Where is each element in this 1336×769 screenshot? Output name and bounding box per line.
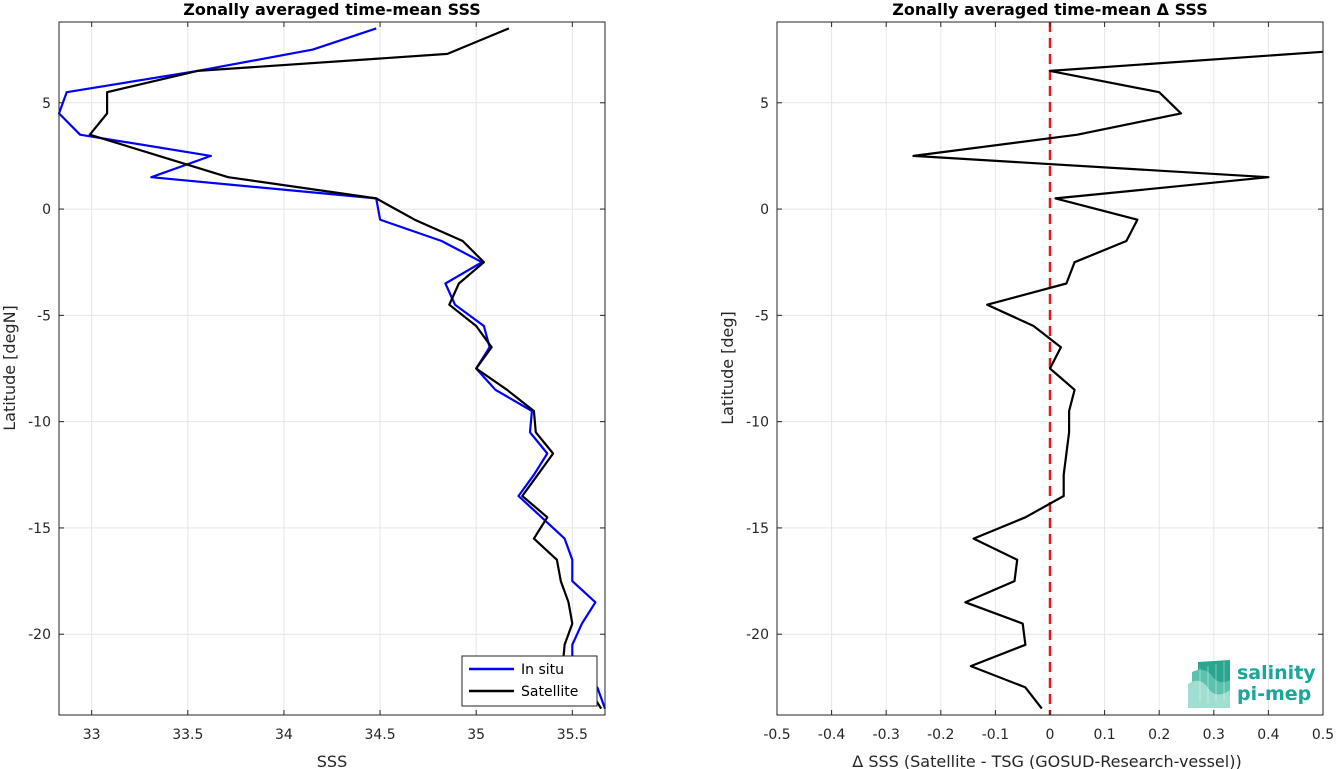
delta-y-tick-label: 0 <box>760 202 769 218</box>
delta-series-delta-line <box>912 50 1324 710</box>
delta-x-tick-label: -0.3 <box>873 727 900 743</box>
sss-y-tick-label: -10 <box>28 415 51 431</box>
logo-text-salinity: salinity <box>1237 662 1316 684</box>
salinity-pi-mep-logo: salinity pi-mep <box>1188 660 1316 708</box>
delta-chart-title: Zonally averaged time-mean Δ SSS <box>892 0 1208 19</box>
sss-x-tick-label: 35 <box>467 727 485 743</box>
delta-y-tick-label: -20 <box>746 627 769 643</box>
delta-x-tick-label: 0 <box>1046 727 1055 743</box>
sss-x-tick-label: 34.5 <box>364 727 395 743</box>
delta-x-tick-label: -0.1 <box>982 727 1009 743</box>
delta-y-tick-label: 5 <box>760 96 769 112</box>
sss-axes-box <box>58 21 606 716</box>
legend: In situ Satellite <box>461 655 598 707</box>
delta-ticks: -0.5 -0.4 -0.3 -0.2 -0.1 0 0.1 0.2 0.3 0.4 0.5 5 0 -5… <box>746 22 1334 743</box>
sss-series-group <box>57 27 607 710</box>
sss-y-tick-label: 0 <box>42 202 51 218</box>
sss-x-tick-label: 33.5 <box>172 727 203 743</box>
sss-y-tick-label: -20 <box>28 627 51 643</box>
delta-x-tick-label: 0.2 <box>1148 727 1170 743</box>
legend-box <box>461 655 598 707</box>
sss-x-axis-label: SSS <box>317 752 347 769</box>
delta-y-axis-label: Latitude [deg] <box>718 311 737 425</box>
delta-x-tick-label: 0.1 <box>1093 727 1115 743</box>
sss-x-tick-label: 34 <box>275 727 293 743</box>
sss-y-tick-label: -15 <box>28 521 51 537</box>
delta-x-axis-label: Δ SSS (Satellite - TSG (GOSUD-Research-v… <box>852 752 1241 769</box>
delta-x-tick-label: -0.2 <box>927 727 954 743</box>
sss-x-tick-label: 35.5 <box>557 727 588 743</box>
sss-y-tick-label: 5 <box>42 96 51 112</box>
sss-x-tick-label: 33 <box>83 727 101 743</box>
delta-x-tick-label: 0.4 <box>1257 727 1279 743</box>
delta-x-tick-label: -0.4 <box>818 727 845 743</box>
delta-x-tick-label: -0.5 <box>763 727 790 743</box>
delta-sss-panel: -0.5 -0.4 -0.3 -0.2 -0.1 0 0.1 0.2 0.3 0.4 0.5 5 0 -5… <box>718 0 1334 769</box>
sss-y-axis-label: Latitude [degN] <box>0 305 19 431</box>
delta-y-tick-label: -15 <box>746 521 769 537</box>
legend-label-satellite: Satellite <box>521 684 578 700</box>
delta-x-tick-label: 0.3 <box>1203 727 1225 743</box>
sss-ticks: 33 33.5 34 34.5 35 35.5 5 0 -5 -10 -15 -20 <box>28 22 605 743</box>
sss-chart-title: Zonally averaged time-mean SSS <box>183 0 481 19</box>
sss-series-satellite-line <box>88 27 603 710</box>
delta-series-group <box>912 22 1324 715</box>
sss-y-tick-label: -5 <box>37 308 51 324</box>
delta-y-tick-label: -5 <box>755 308 769 324</box>
logo-text-pi-mep: pi-mep <box>1237 683 1311 705</box>
logo-wave-icon <box>1188 660 1230 708</box>
legend-label-in-situ: In situ <box>521 662 564 678</box>
sss-plot-area <box>59 22 605 715</box>
delta-x-tick-label: 0.5 <box>1312 727 1334 743</box>
delta-y-tick-label: -10 <box>746 415 769 431</box>
sss-panel: 33 33.5 34 34.5 35 35.5 5 0 -5 -10 -15 -20 Zonally … <box>0 0 607 769</box>
